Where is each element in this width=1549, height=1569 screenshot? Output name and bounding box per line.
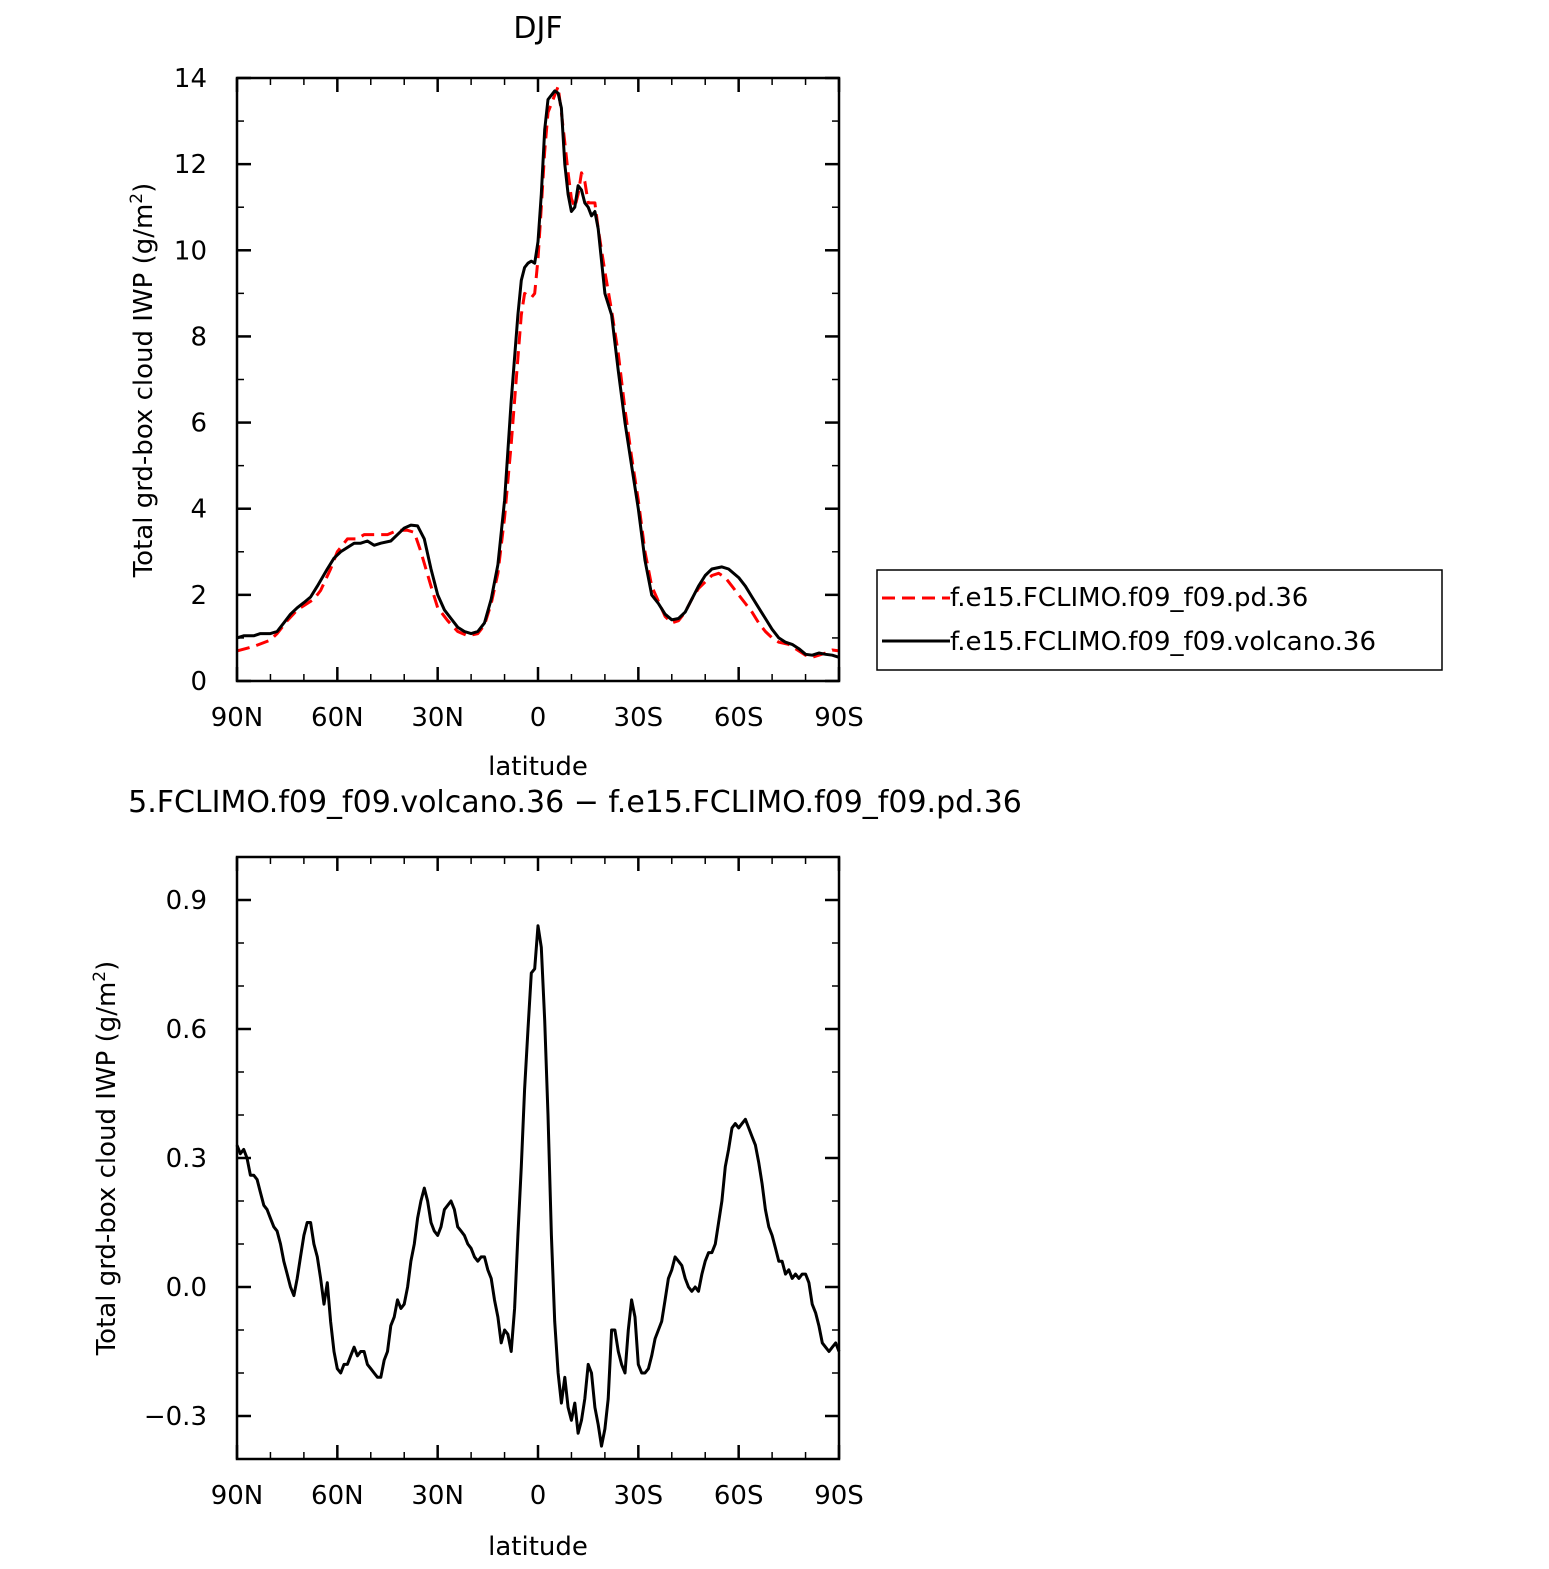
- top-ytick-label: 4: [190, 495, 207, 525]
- bottom-panel: 5.FCLIMO.f09_f09.volcano.36 − f.e15.FCLI…: [90, 785, 1022, 1562]
- bottom-xtick-label: 60N: [311, 1481, 364, 1511]
- legend-label-volcano: f.e15.FCLIMO.f09_f09.volcano.36: [950, 627, 1376, 657]
- legend-box: [876, 569, 1443, 671]
- top-ytick-label: 14: [174, 64, 207, 94]
- top-series-line-1: [236, 89, 840, 659]
- bottom-plot-frame: [235, 855, 841, 1461]
- bottom-ytick-label: 0.3: [166, 1144, 207, 1174]
- top-x-axis-label: latitude: [488, 752, 588, 782]
- bottom-series-line-0: [235, 924, 841, 1448]
- top-plot-area: [236, 85, 840, 659]
- top-legend: f.e15.FCLIMO.f09_f09.pd.36 f.e15.FCLIMO.…: [876, 569, 1443, 671]
- top-xtick-label: 90N: [211, 703, 264, 733]
- top-xtick-label: 30N: [411, 703, 464, 733]
- top-xtick-label: 90S: [814, 703, 864, 733]
- bottom-xtick-label: 60S: [714, 1481, 764, 1511]
- bottom-ytick-label: 0.9: [166, 886, 207, 916]
- top-y-axis-label: Total grd-box cloud IWP (g/m2): [127, 183, 159, 579]
- top-series-line-0: [236, 85, 840, 659]
- bottom-xtick-label: 90S: [814, 1481, 864, 1511]
- bottom-axes: 90N 60N 30N 0 30S 60S 90S −0.3 0.0 0.3 0.6 0.9: [144, 856, 864, 1511]
- bottom-chart-title: 5.FCLIMO.f09_f09.volcano.36 − f.e15.FCLI…: [128, 785, 1022, 820]
- top-xtick-label: 0: [530, 703, 547, 733]
- bottom-xtick-label: 30S: [614, 1481, 664, 1511]
- bottom-ytick-label: −0.3: [144, 1402, 207, 1432]
- top-xtick-label: 30S: [614, 703, 664, 733]
- legend-label-pd: f.e15.FCLIMO.f09_f09.pd.36: [950, 583, 1308, 613]
- top-ytick-label: 10: [174, 236, 207, 266]
- bottom-ytick-label: 0.0: [166, 1273, 207, 1303]
- bottom-y-axis-label: Total grd-box cloud IWP (g/m2): [90, 961, 122, 1357]
- bottom-xtick-label: 30N: [411, 1481, 464, 1511]
- top-ytick-label: 6: [190, 409, 207, 439]
- top-panel: DJF 90N 60N 30N 0 30S 60S 90S 0 2 4 6 8 10 12 14 latit…: [127, 11, 1443, 782]
- bottom-xtick-label: 90N: [211, 1481, 264, 1511]
- bottom-ytick-label: 0.6: [166, 1015, 207, 1045]
- top-ytick-label: 0: [190, 667, 207, 697]
- top-chart-title: DJF: [513, 11, 562, 46]
- top-xtick-label: 60S: [714, 703, 764, 733]
- top-ytick-label: 8: [190, 322, 207, 352]
- top-axes: 90N 60N 30N 0 30S 60S 90S 0 2 4 6 8 10 12 14: [174, 64, 864, 733]
- bottom-plot-area: [235, 924, 841, 1448]
- top-ytick-label: 2: [190, 581, 207, 611]
- bottom-x-axis-label: latitude: [488, 1532, 588, 1562]
- top-ytick-label: 12: [174, 150, 207, 180]
- top-plot-frame: [235, 76, 841, 683]
- bottom-xtick-label: 0: [530, 1481, 547, 1511]
- top-xtick-label: 60N: [311, 703, 364, 733]
